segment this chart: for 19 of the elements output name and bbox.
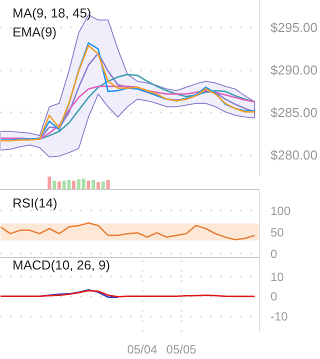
- y-tick-label: 50: [270, 225, 284, 240]
- annotation: MA(9, 18, 45): [12, 6, 92, 20]
- y-tick-label: $295.00: [270, 20, 318, 36]
- y-tick-label: $280.00: [270, 148, 318, 163]
- y-tick-label: 0: [270, 246, 278, 261]
- y-tick-label: -10: [270, 310, 288, 324]
- line-series: [0, 290, 256, 298]
- x-tick-label: 05/05: [166, 342, 197, 356]
- y-tick-label: 0: [270, 290, 278, 304]
- annotation: EMA(9): [12, 24, 57, 40]
- x-tick-label: 05/04: [127, 342, 158, 356]
- y-tick-label: 10: [270, 270, 284, 284]
- y-tick-label: $285.00: [270, 105, 318, 120]
- chart-title: MACD(10, 26, 9): [12, 258, 110, 272]
- line-series: [0, 86, 256, 140]
- y-tick-label: $290.00: [270, 62, 318, 78]
- line-series: [38, 289, 119, 298]
- y-tick-label: 100: [270, 204, 291, 218]
- chart-title: RSI(14): [12, 196, 58, 210]
